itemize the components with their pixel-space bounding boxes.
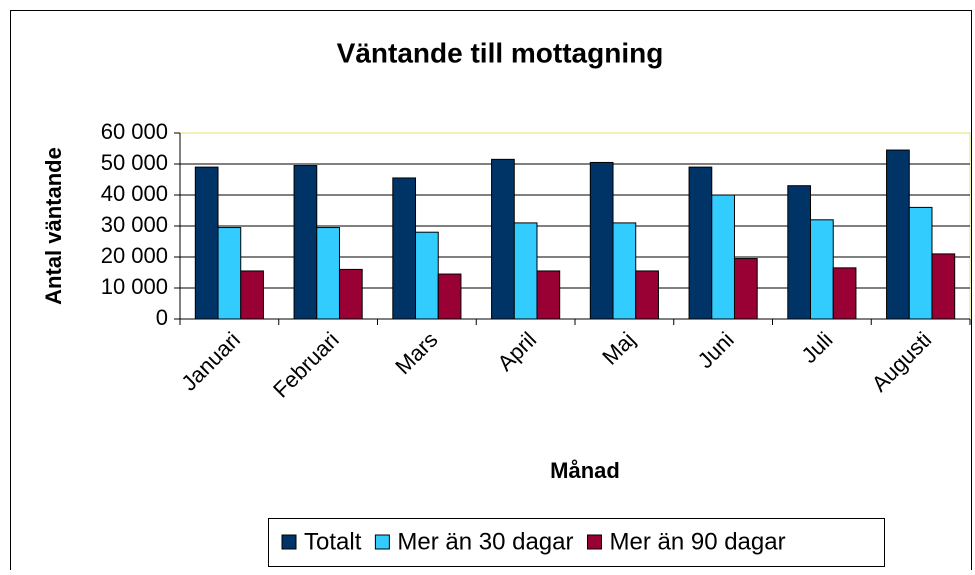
y-tick-label: 30 000 [101, 212, 168, 237]
bar [886, 149, 910, 320]
bar [437, 273, 462, 320]
y-tick-label: 20 000 [101, 243, 168, 268]
bar [240, 270, 264, 320]
bar [536, 270, 561, 320]
bar [832, 267, 857, 320]
y-axis-label: Antal väntande [41, 147, 66, 305]
legend-label: Totalt [304, 528, 362, 555]
x-axis-label: Månad [550, 458, 620, 483]
chart-title: Väntande till mottagning [337, 37, 664, 68]
y-tick-label: 40 000 [101, 181, 168, 206]
bar [392, 177, 417, 320]
bar [338, 268, 363, 320]
bar [415, 231, 439, 320]
bar [635, 270, 659, 320]
bar [612, 222, 637, 320]
bar [491, 158, 515, 320]
bar [931, 253, 956, 320]
bar [194, 166, 219, 320]
legend-swatch [586, 534, 602, 550]
bar [688, 166, 713, 320]
bar [908, 206, 933, 320]
bar [589, 161, 614, 320]
bar [217, 227, 242, 320]
y-tick-label: 50 000 [101, 150, 168, 175]
bar [787, 185, 812, 320]
y-tick-label: 60 000 [101, 119, 168, 144]
legend-label: Mer än 30 dagar [397, 528, 573, 555]
legend-label: Mer än 90 dagar [609, 528, 785, 555]
legend: Totalt Mer än 30 dagar Mer än 90 dagar [268, 518, 885, 567]
bar [293, 165, 318, 320]
bar [810, 219, 834, 320]
bar [513, 222, 538, 320]
legend-swatch [374, 534, 390, 550]
y-tick-label: 10 000 [101, 274, 168, 299]
legend-box [268, 518, 885, 567]
legend-swatch [281, 534, 297, 550]
bar [733, 258, 758, 320]
bar [711, 194, 735, 320]
bar [316, 227, 340, 320]
y-tick-label: 0 [156, 305, 168, 330]
